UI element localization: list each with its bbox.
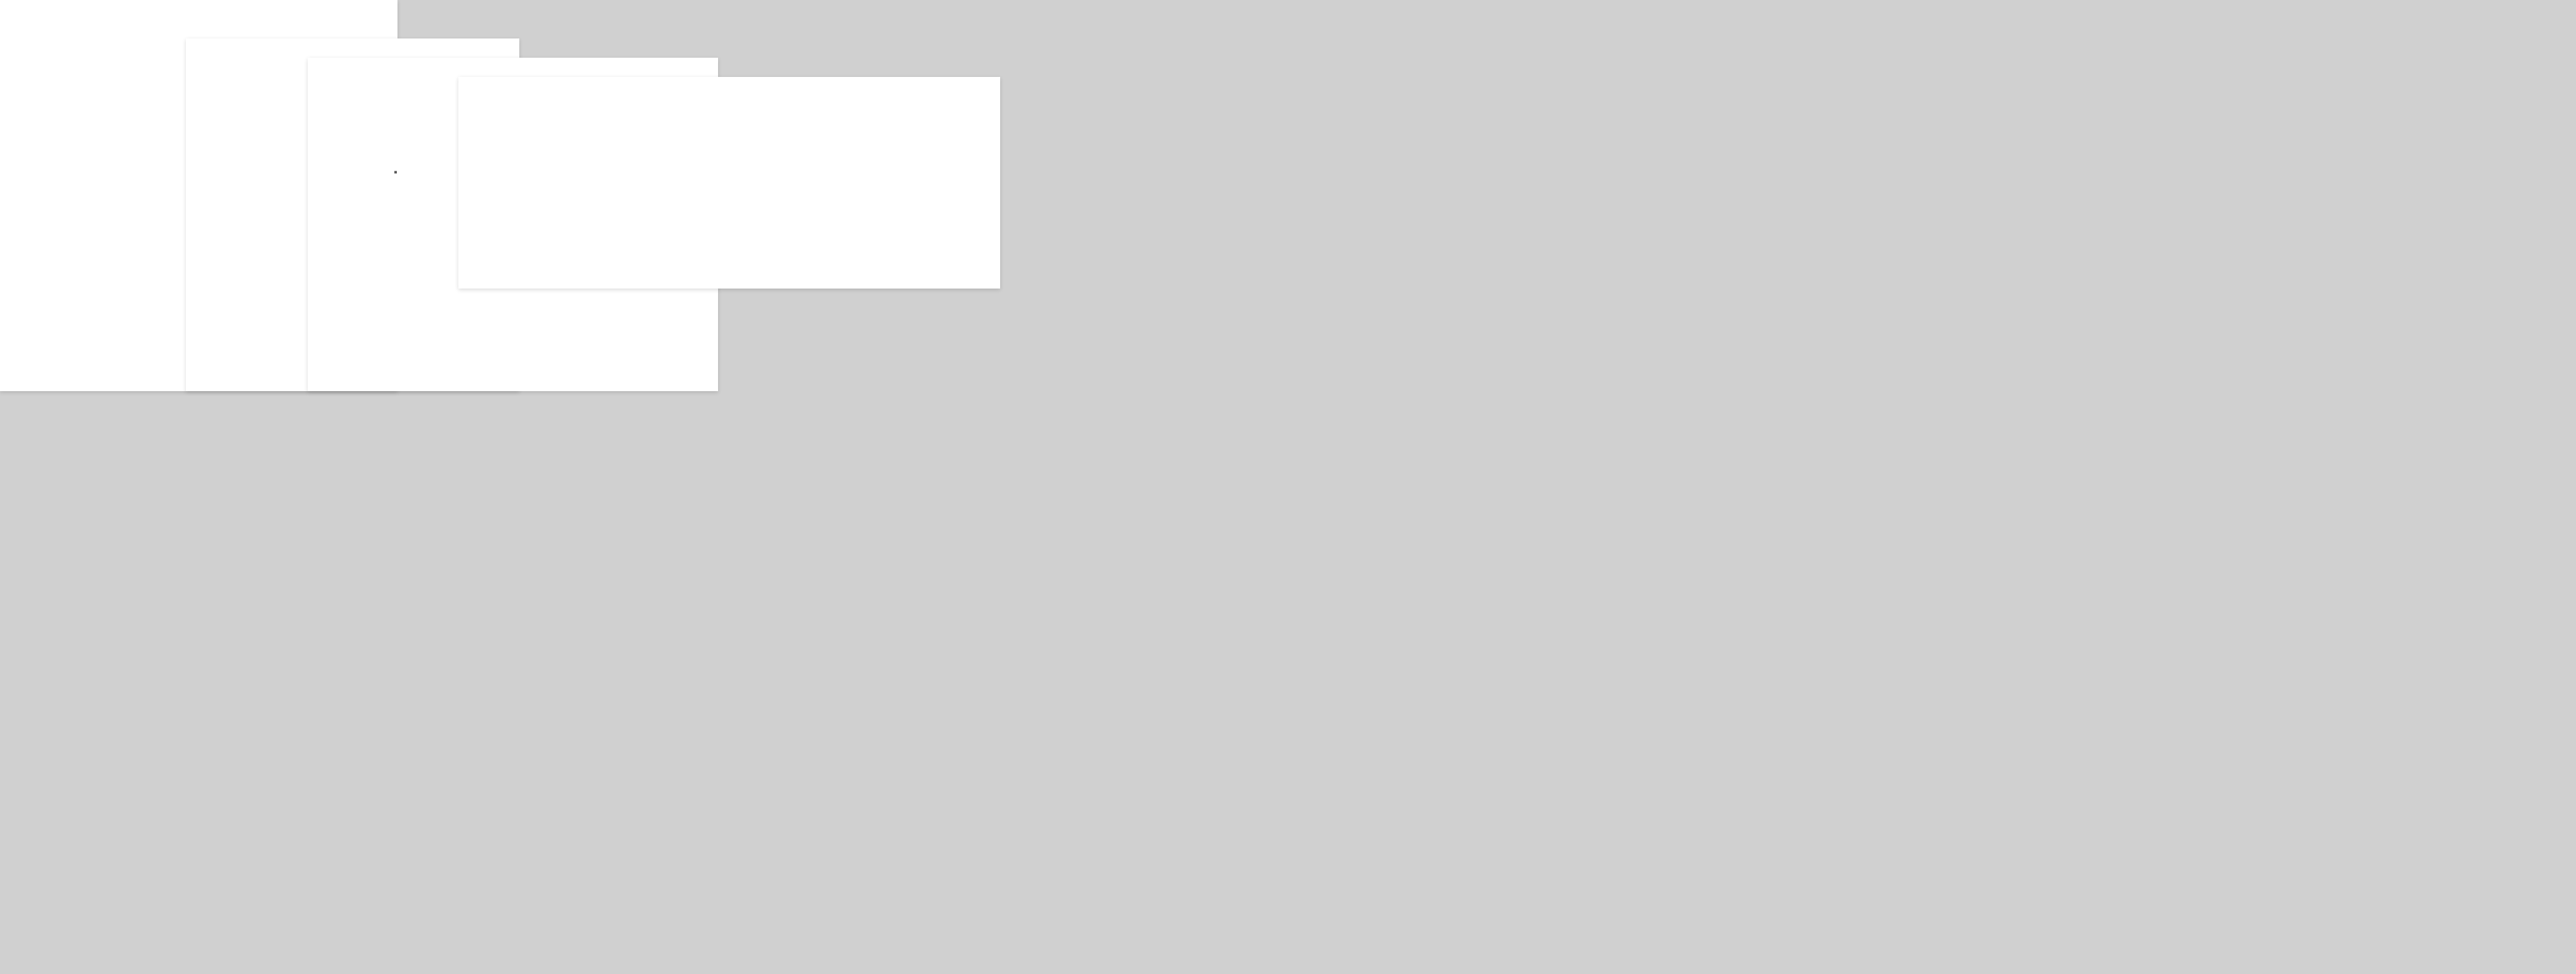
actions-legend: ■ (322, 169, 469, 175)
financials-chart (199, 47, 321, 221)
open-pending-chart (322, 67, 469, 169)
risk-analysis-chart (199, 259, 321, 342)
days-per-project-chart (12, 19, 178, 109)
dashboard-data-panel (458, 77, 1000, 289)
